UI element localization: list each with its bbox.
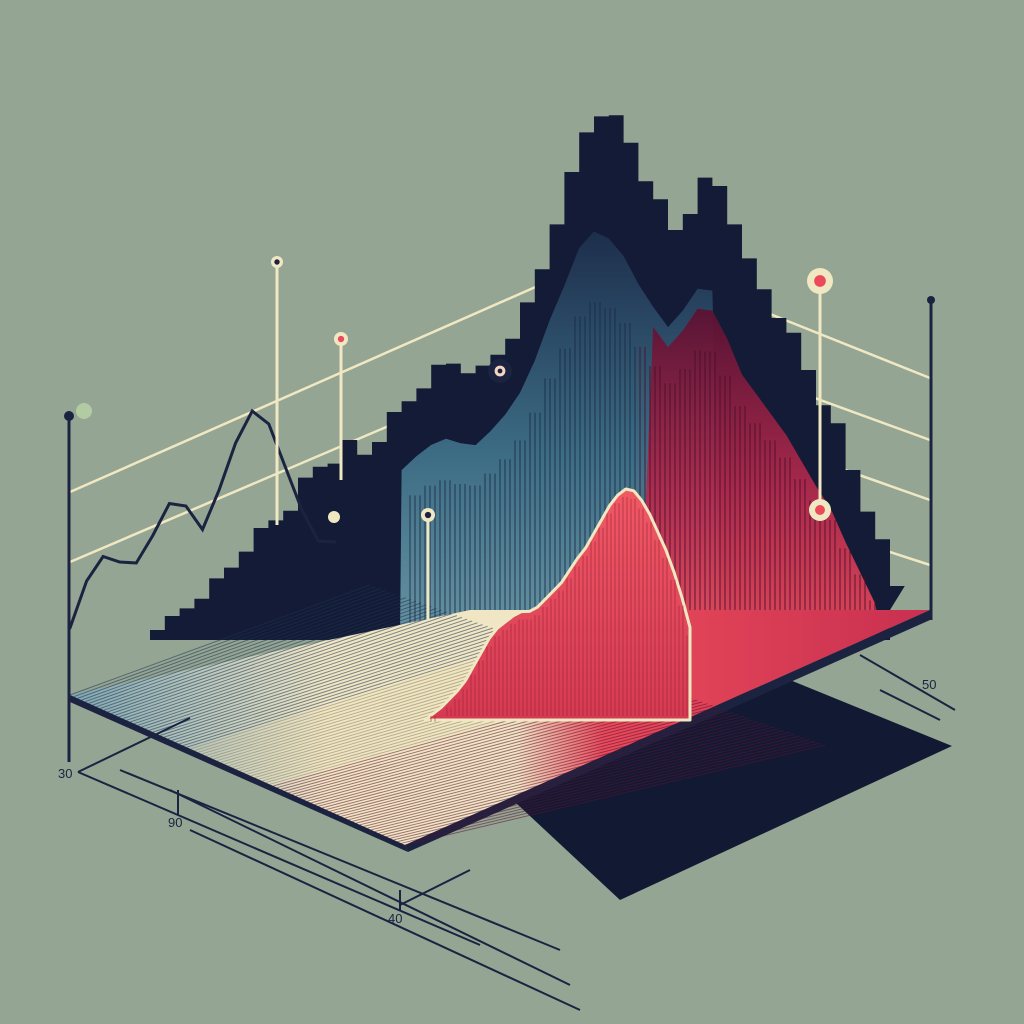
tick-label-30: 30 <box>58 766 72 781</box>
floor-stripe <box>344 715 744 819</box>
floor-stripe <box>141 618 468 728</box>
floor-stripe <box>401 742 821 844</box>
floor-stripe <box>152 624 483 733</box>
floor-stripe <box>145 620 473 730</box>
floor-stripe <box>81 589 386 701</box>
marker-4-dot <box>424 511 432 519</box>
floor-stripe <box>148 622 478 731</box>
floor-stripe <box>107 602 422 713</box>
floor-axis-line <box>189 829 581 1011</box>
floor-stripe <box>179 636 519 745</box>
tick-label-40: 40 <box>388 911 402 926</box>
floor-stripe <box>137 616 463 726</box>
floor-stripe <box>337 712 734 816</box>
floor-stripe <box>160 627 493 736</box>
floor-stripe <box>355 721 759 824</box>
floor-stripe <box>77 588 381 699</box>
floor-axis-line <box>859 654 956 711</box>
floor-stripe <box>333 710 729 814</box>
floor-stripe <box>133 615 458 725</box>
marker-2-dot <box>337 335 345 343</box>
floor-stripe <box>382 733 795 836</box>
curve-end-marker <box>328 511 340 523</box>
floor-stripe <box>115 606 432 716</box>
marker-6-dot <box>815 505 825 515</box>
floor-stripe <box>84 591 391 703</box>
marker-3-center <box>497 368 503 374</box>
tick-label-90: 90 <box>168 815 182 830</box>
floor-stripe <box>367 726 775 829</box>
floor-stripe <box>363 724 769 827</box>
floor-stripe <box>374 730 785 832</box>
floor-stripe <box>96 597 406 708</box>
floor-stripe <box>118 607 437 718</box>
floor-stripe <box>122 609 442 720</box>
floor-stripe <box>393 739 810 841</box>
floor-stripe <box>340 713 739 817</box>
floor-stripe <box>73 586 376 698</box>
front-ridge <box>423 487 692 722</box>
floor-stripe <box>386 735 800 838</box>
floor-stripe <box>92 595 401 706</box>
floor-stripe <box>370 728 780 831</box>
left-axis-cap <box>64 411 74 421</box>
floor-stripe <box>404 744 826 846</box>
floor-stripe <box>322 704 713 809</box>
marker-1-dot <box>274 259 280 265</box>
tick-label-50: 50 <box>922 677 936 692</box>
floor-stripe <box>171 633 509 741</box>
marker-5-dot <box>814 275 826 287</box>
right-axis-cap <box>927 296 935 304</box>
floor-axis-line <box>399 869 471 906</box>
floor-stripe <box>130 613 452 723</box>
floor-stripe <box>329 708 723 812</box>
floor-stripe <box>163 629 498 738</box>
floor-stripe <box>111 604 427 714</box>
axes <box>64 296 956 1011</box>
floor-axis-lines <box>77 654 956 1011</box>
floor-stripe <box>88 593 396 704</box>
floor-stripe <box>175 634 514 743</box>
floor-stripe <box>378 731 790 834</box>
floor-axis-line <box>879 689 941 721</box>
guide-line <box>759 308 931 380</box>
floor-stripe <box>397 740 815 843</box>
floor-stripe <box>389 737 805 839</box>
floor-stripe <box>325 706 718 811</box>
floor-axis-line <box>77 771 481 946</box>
floor-axis-line <box>169 789 571 986</box>
back-ridge <box>150 115 905 640</box>
floor-stripe <box>348 717 749 821</box>
floor-stripe <box>99 598 412 709</box>
floor-axis-line <box>77 717 191 773</box>
markers <box>76 256 833 620</box>
floor-stripe <box>69 584 371 696</box>
floor-stripe <box>352 719 754 822</box>
curve-series-line <box>68 408 337 630</box>
floor-surface <box>70 610 930 845</box>
green-dot-marker <box>76 403 92 419</box>
floor-stripe <box>182 638 524 747</box>
guide-line <box>69 261 591 494</box>
floor-stripe <box>186 640 529 748</box>
floor-axis-line <box>119 769 561 951</box>
floor-stripe <box>103 600 417 711</box>
floor-stripe <box>156 625 488 735</box>
floor-stripe <box>167 631 504 740</box>
floor-stripe <box>359 722 764 826</box>
floor-stripe <box>126 611 447 721</box>
